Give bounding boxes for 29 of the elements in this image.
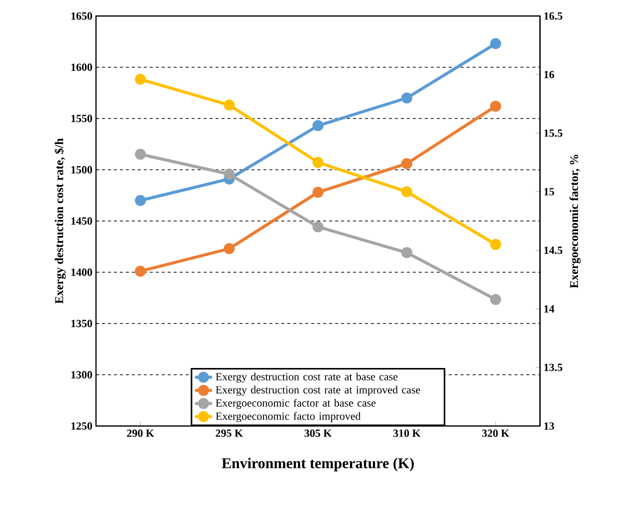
x-tick-label: 310 K (393, 430, 421, 437)
x-tick-label: 295 K (216, 430, 243, 437)
x-tick-label: 305 K (304, 430, 332, 437)
y2-tick-label: 15.5 (544, 129, 562, 137)
y2-tick-label: 14.5 (544, 246, 562, 254)
legend-label: Exergoeconomic factor at base case (216, 398, 376, 409)
y-tick-label: 1450 (71, 217, 92, 225)
legend-label: Exergy destruction cost rate at base case (216, 372, 398, 383)
y-tick-label: 1350 (71, 320, 92, 328)
x-axis-title: Environment temperature (K) (222, 458, 414, 472)
y-tick-label: 1650 (71, 12, 92, 20)
y2-tick-label: 13.5 (544, 364, 562, 372)
y-tick-label: 1600 (71, 64, 92, 71)
y-tick-label: 1500 (71, 166, 92, 174)
legend-label: Exergy destruction cost rate at improved case (216, 386, 420, 396)
y-tick-label: 1400 (71, 268, 92, 276)
y2-tick-label: 16 (544, 70, 554, 78)
y2-axis-title: Exergoeconomic factor, % (570, 154, 581, 288)
x-tick-label: 320 K (482, 430, 510, 437)
y-axis-title: Exergy destruction cost rate, $/h (54, 138, 66, 304)
legend-label: Exergoeconomic facto improved (216, 412, 361, 422)
y-tick-label: 1250 (71, 422, 92, 430)
y2-tick-label: 15 (544, 188, 554, 196)
y2-tick-label: 13 (544, 422, 554, 430)
y-tick-label: 1300 (71, 371, 92, 378)
y2-tick-label: 14 (544, 305, 554, 312)
y-tick-label: 1550 (71, 114, 92, 122)
y2-tick-label: 16.5 (544, 12, 562, 20)
x-tick-label: 290 K (127, 430, 154, 437)
